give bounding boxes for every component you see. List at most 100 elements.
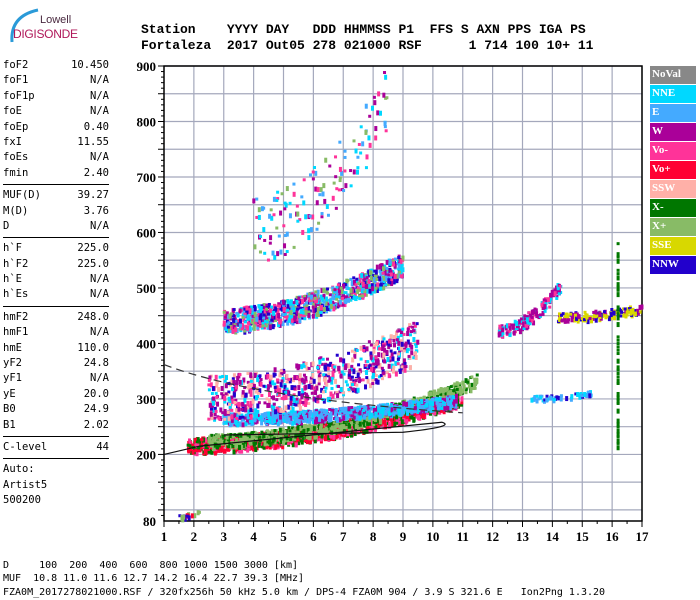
echo-point bbox=[241, 390, 245, 396]
echo-point bbox=[291, 394, 295, 398]
echo-point bbox=[324, 426, 328, 432]
echo-point bbox=[307, 306, 311, 312]
echo-point bbox=[297, 385, 301, 391]
echo-point bbox=[267, 411, 271, 415]
echo-point bbox=[288, 201, 292, 205]
echo-point bbox=[444, 390, 448, 396]
echo-point bbox=[214, 374, 218, 380]
echo-point bbox=[355, 383, 359, 387]
echo-point bbox=[270, 417, 274, 423]
echo-point bbox=[372, 362, 376, 366]
echo-point bbox=[354, 412, 358, 416]
echo-point bbox=[329, 391, 333, 397]
echo-point bbox=[295, 204, 299, 208]
echo-point bbox=[309, 294, 313, 300]
echo-point bbox=[276, 413, 280, 419]
echo-point bbox=[382, 359, 386, 363]
echo-point bbox=[350, 408, 354, 412]
echo-point bbox=[475, 378, 479, 384]
echo-point bbox=[297, 296, 301, 302]
echo-point bbox=[220, 392, 224, 396]
echo-point bbox=[389, 271, 393, 277]
echo-point bbox=[352, 169, 356, 175]
echo-point bbox=[366, 404, 370, 410]
echo-point bbox=[260, 430, 264, 436]
echo-point bbox=[326, 287, 330, 291]
echo-point bbox=[210, 415, 214, 421]
echo-point bbox=[374, 135, 378, 141]
echo-point bbox=[361, 418, 365, 424]
echo-point bbox=[408, 323, 412, 327]
echo-point bbox=[415, 349, 419, 353]
echo-point bbox=[231, 388, 235, 392]
echo-point bbox=[392, 411, 396, 417]
echo-point bbox=[298, 378, 302, 382]
echo-point bbox=[257, 207, 261, 213]
echo-point bbox=[328, 376, 332, 382]
echo-point bbox=[390, 363, 394, 369]
echo-point bbox=[307, 366, 311, 370]
x-tick-label: 5 bbox=[280, 529, 287, 544]
echo-point bbox=[284, 405, 288, 411]
param-label: B0 bbox=[3, 403, 16, 416]
echo-point bbox=[368, 364, 372, 370]
echo-point bbox=[279, 437, 283, 443]
echo-point bbox=[250, 434, 254, 438]
echo-point bbox=[318, 438, 322, 442]
echo-point bbox=[246, 419, 250, 423]
echo-point bbox=[242, 317, 246, 323]
echo-point bbox=[271, 380, 275, 386]
echo-point bbox=[304, 414, 308, 420]
echo-point bbox=[382, 352, 386, 358]
echo-point bbox=[401, 410, 405, 414]
echo-point bbox=[250, 445, 254, 451]
echo-point bbox=[396, 357, 400, 361]
echo-point bbox=[261, 321, 265, 325]
echo-point bbox=[259, 381, 263, 387]
echo-point bbox=[301, 437, 305, 441]
echo-point bbox=[338, 299, 342, 305]
echo-point bbox=[279, 369, 283, 373]
echo-point bbox=[258, 250, 262, 254]
echo-point bbox=[246, 325, 250, 331]
echo-point bbox=[289, 300, 293, 306]
param-value: N/A bbox=[90, 372, 109, 385]
echo-point bbox=[279, 210, 283, 216]
echo-point bbox=[371, 372, 375, 378]
echo-point bbox=[448, 395, 452, 399]
echo-point bbox=[275, 378, 279, 382]
echo-point bbox=[370, 283, 374, 289]
echo-point bbox=[308, 439, 312, 445]
echo-point bbox=[334, 413, 338, 417]
echo-point bbox=[301, 298, 305, 304]
echo-point bbox=[417, 409, 421, 413]
echo-point bbox=[355, 280, 359, 284]
echo-point bbox=[283, 234, 287, 238]
param-value: N/A bbox=[90, 74, 109, 87]
echo-point bbox=[332, 297, 336, 301]
echo-point bbox=[293, 315, 297, 321]
echo-point bbox=[339, 407, 343, 411]
echo-point bbox=[341, 283, 345, 289]
echo-point bbox=[336, 393, 340, 399]
echo-point bbox=[255, 418, 259, 424]
param-row: C-level 44 bbox=[3, 440, 109, 455]
echo-point bbox=[272, 324, 276, 328]
echo-point bbox=[322, 398, 326, 404]
param-row: foEp 0.40 bbox=[3, 120, 109, 135]
param-value: 44 bbox=[96, 440, 109, 453]
echo-point bbox=[294, 375, 298, 379]
echo-point bbox=[288, 429, 292, 433]
echo-point bbox=[294, 442, 298, 448]
echo-point bbox=[207, 417, 211, 421]
echo-point bbox=[354, 379, 358, 383]
echo-point bbox=[335, 294, 339, 300]
echo-point bbox=[232, 390, 236, 396]
echo-point bbox=[402, 419, 406, 423]
echo-point bbox=[318, 359, 322, 365]
param-label: D bbox=[3, 219, 10, 232]
echo-point bbox=[257, 415, 261, 421]
echo-point bbox=[255, 197, 259, 201]
echo-point bbox=[274, 306, 278, 312]
echo-point bbox=[198, 443, 202, 447]
